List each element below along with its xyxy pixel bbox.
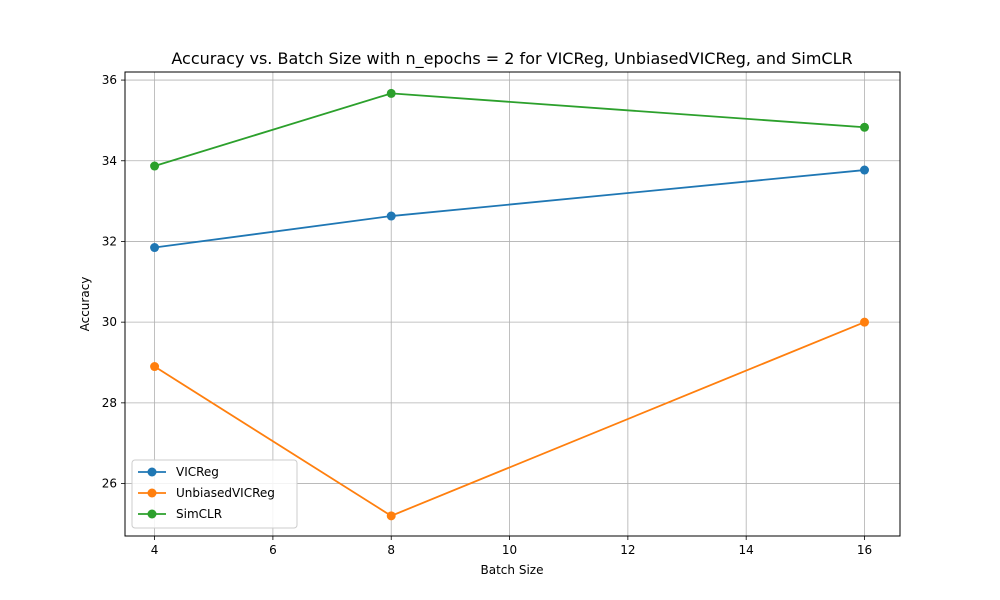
plot-frame	[124, 71, 901, 537]
y-tick-label: 30	[102, 315, 117, 329]
legend-label: SimCLR	[176, 507, 222, 521]
legend-item: VICReg	[138, 465, 219, 479]
data-point	[860, 317, 870, 327]
y-axis-label: Accuracy	[78, 277, 92, 332]
legend: VICReg UnbiasedVICReg SimCLR	[131, 459, 298, 529]
data-point	[150, 161, 160, 171]
y-tick-label: 32	[102, 234, 117, 248]
legend-item: SimCLR	[138, 507, 222, 521]
y-tick-label: 28	[102, 396, 117, 410]
legend-item: UnbiasedVICReg	[138, 486, 275, 500]
x-tick-label: 14	[739, 543, 754, 557]
legend-label: VICReg	[176, 465, 219, 479]
data-point	[860, 122, 870, 132]
data-point	[386, 88, 396, 98]
legend-box	[131, 459, 298, 529]
legend-swatch-marker	[147, 509, 157, 519]
legend-swatch-marker	[147, 488, 157, 498]
y-tick-label: 36	[102, 73, 117, 87]
series-vicreg	[150, 165, 870, 253]
x-tick-label: 4	[151, 543, 159, 557]
y-tick-label: 34	[102, 154, 117, 168]
x-tick-label: 10	[502, 543, 517, 557]
x-tick-label: 6	[269, 543, 277, 557]
data-point	[860, 165, 870, 175]
data-point	[386, 211, 396, 221]
series-simclr	[150, 88, 870, 171]
x-tick-label: 12	[620, 543, 635, 557]
y-tick-label: 26	[102, 477, 117, 491]
legend-label: UnbiasedVICReg	[176, 486, 275, 500]
series-layer	[150, 88, 870, 521]
series-unbiasedvicreg	[150, 317, 870, 521]
data-point	[150, 362, 160, 372]
ticks: 4 6 8 10 12 14 16 26 28 30 32 34 36	[102, 73, 872, 557]
x-tick-label: 8	[387, 543, 395, 557]
data-point	[386, 511, 396, 521]
data-point	[150, 243, 160, 253]
chart-title: Accuracy vs. Batch Size with n_epochs = …	[171, 49, 852, 69]
x-axis-label: Batch Size	[481, 563, 544, 577]
x-tick-label: 16	[857, 543, 872, 557]
legend-swatch-marker	[147, 467, 157, 477]
